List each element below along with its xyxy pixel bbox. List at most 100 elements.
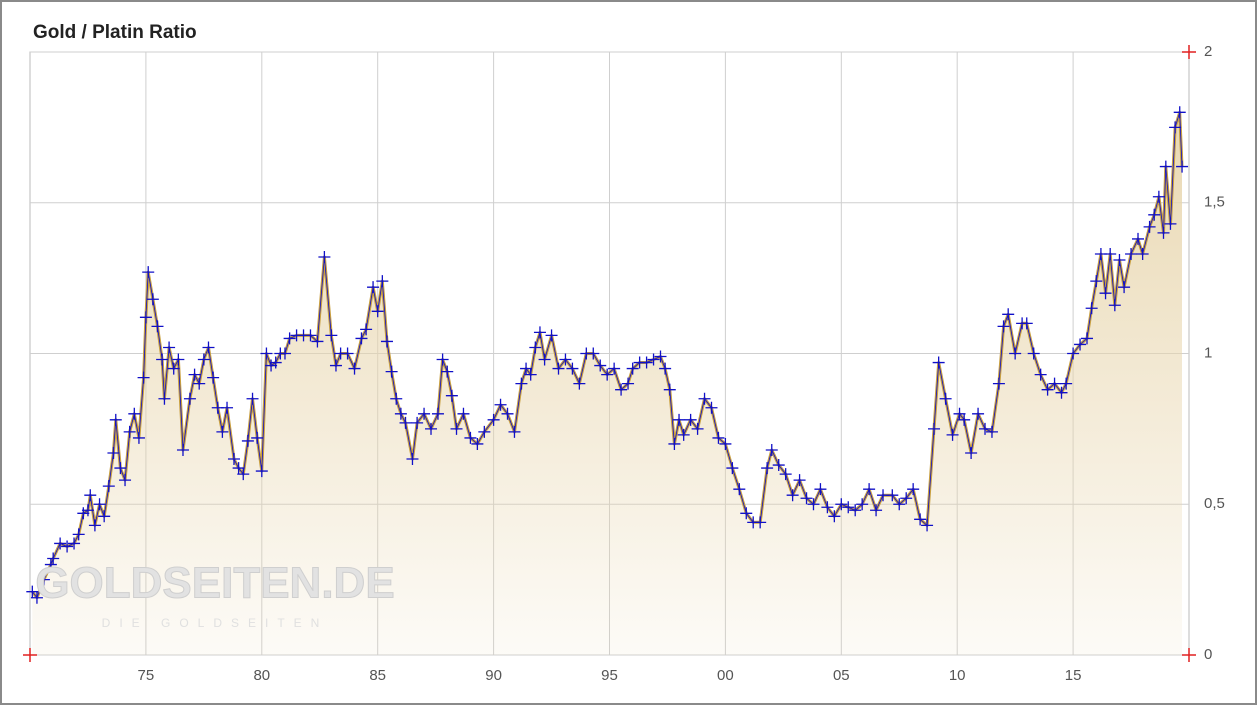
data-point [886,489,899,502]
data-point [594,359,607,372]
data-point [1143,220,1156,233]
data-point [939,392,952,405]
data-point [1060,377,1073,390]
data-point [1169,121,1182,134]
y-tick-label: 2 [1204,43,1212,60]
data-point [992,377,1005,390]
data-point [698,392,711,405]
data-point [318,251,331,264]
data-point [842,501,855,514]
data-point [355,332,368,345]
data-point [1136,248,1149,261]
data-point [376,275,389,288]
data-point [431,407,444,420]
data-point [659,362,672,375]
data-point [520,362,533,375]
data-point [37,573,50,586]
data-point [93,498,106,511]
data-point [663,383,676,396]
data-point [573,377,586,390]
data-point [61,540,74,553]
plot [26,106,1189,656]
data-point [985,425,998,438]
data-point [156,353,169,366]
data-point [835,498,848,511]
data-point [425,422,438,435]
data-point [385,365,398,378]
data-point [668,437,681,450]
data-point [640,356,653,369]
data-point [84,489,97,502]
data-point [705,401,718,414]
data-point [900,492,913,505]
data-point [88,519,101,532]
data-point [54,537,67,550]
data-point [341,347,354,360]
data-point [1152,190,1165,203]
data-point [1081,332,1094,345]
data-point [260,347,273,360]
data-point [304,329,317,342]
data-point [1002,308,1015,321]
data-point [107,446,120,459]
data-point [1055,386,1068,399]
watermark: GOLDSEITEN.DE [35,559,394,608]
data-point [647,353,660,366]
x-tick-label: 15 [1065,667,1082,684]
data-point [932,356,945,369]
data-point [329,359,342,372]
data-point [779,468,792,481]
data-point [772,459,785,472]
data-point [163,341,176,354]
data-point [1099,287,1112,300]
data-point [601,368,614,381]
data-point [44,558,57,571]
data-point [907,483,920,496]
data-point [102,480,115,493]
x-tick-label: 00 [717,667,734,684]
data-point [921,519,934,532]
data-point [494,398,507,411]
watermark-subtitle: DIE GOLDSEITEN [102,616,329,630]
data-point [677,428,690,441]
data-point [478,425,491,438]
data-point [1108,299,1121,312]
data-point [508,425,521,438]
x-tick-label: 80 [253,667,270,684]
data-point [615,383,628,396]
data-point [119,474,132,487]
data-point [176,443,189,456]
data-point [47,552,60,565]
data-point [123,425,136,438]
data-point [538,353,551,366]
data-point [566,362,579,375]
data-point [1118,281,1131,294]
data-point [68,537,81,550]
data-point [914,513,927,526]
x-tick-label: 75 [138,667,155,684]
data-point [167,362,180,375]
data-point [856,498,869,511]
data-point [1009,347,1022,360]
data-point [1125,248,1138,261]
data-point [997,320,1010,333]
data-point [237,468,250,481]
data-point [972,407,985,420]
data-point [765,443,778,456]
data-point [371,305,384,318]
data-point [399,416,412,429]
data-point [1164,217,1177,230]
data-point [1048,377,1061,390]
data-point [1159,160,1172,173]
data-point [626,362,639,375]
data-point [348,362,361,375]
y-tick-label: 0,5 [1204,495,1225,512]
data-point [457,407,470,420]
x-tick-label: 90 [485,667,502,684]
data-point [255,465,268,478]
data-point [1132,232,1144,245]
corner-markers [23,45,1196,662]
data-point [146,293,159,306]
data-point [1104,248,1117,261]
data-point [81,504,94,517]
